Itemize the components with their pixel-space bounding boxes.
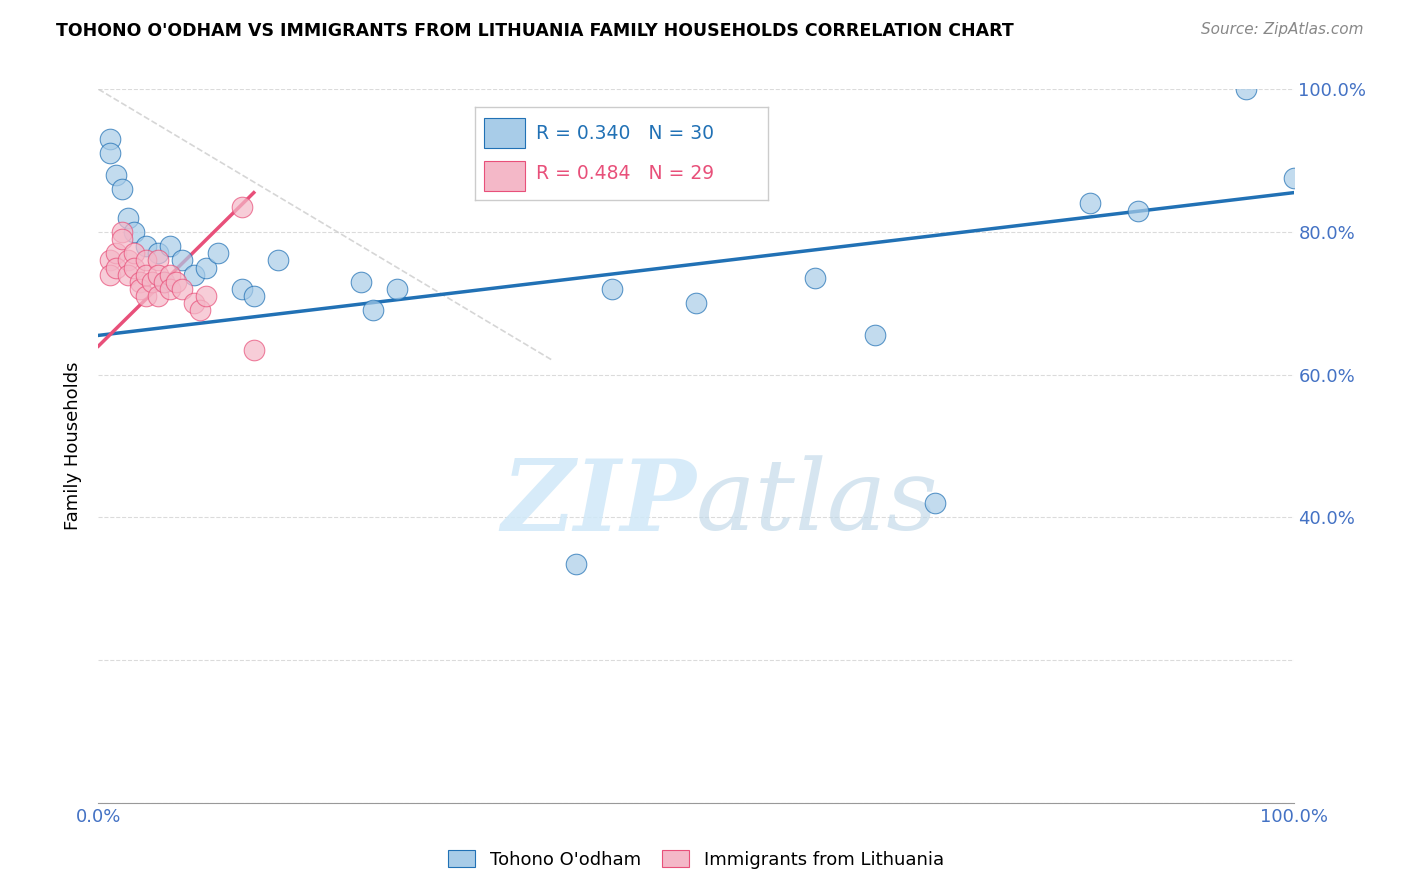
Point	[685, 296, 707, 310]
Point	[159, 239, 181, 253]
Point	[207, 246, 229, 260]
Point	[194, 289, 218, 303]
Point	[153, 275, 176, 289]
Point	[243, 343, 266, 357]
Point	[1282, 171, 1305, 186]
Point	[602, 282, 624, 296]
Y-axis label: Family Households: Family Households	[65, 362, 83, 530]
Point	[98, 132, 122, 146]
Text: TOHONO O'ODHAM VS IMMIGRANTS FROM LITHUANIA FAMILY HOUSEHOLDS CORRELATION CHART: TOHONO O'ODHAM VS IMMIGRANTS FROM LITHUA…	[56, 22, 1014, 40]
Point	[135, 239, 157, 253]
Point	[117, 211, 139, 225]
Point	[124, 260, 146, 275]
Point	[148, 289, 170, 303]
Point	[124, 246, 146, 260]
Point	[172, 282, 194, 296]
Point	[243, 289, 266, 303]
Point	[565, 557, 588, 571]
Point	[165, 275, 187, 289]
Point	[148, 253, 170, 268]
Point	[1234, 82, 1257, 96]
Point	[98, 253, 122, 268]
Point	[135, 289, 157, 303]
Point	[385, 282, 409, 296]
Point	[194, 260, 218, 275]
Point	[153, 275, 176, 289]
Point	[363, 303, 385, 318]
Point	[183, 296, 205, 310]
Point	[141, 275, 163, 289]
Point	[148, 268, 170, 282]
Point	[135, 268, 157, 282]
Text: ZIP: ZIP	[501, 455, 696, 551]
Point	[159, 282, 181, 296]
Point	[135, 253, 157, 268]
Point	[129, 282, 152, 296]
Point	[111, 225, 134, 239]
Point	[1128, 203, 1150, 218]
Point	[231, 200, 253, 214]
Point	[111, 182, 134, 196]
Point	[111, 232, 134, 246]
Point	[105, 260, 128, 275]
Text: atlas: atlas	[696, 456, 939, 550]
Point	[267, 253, 290, 268]
Point	[105, 168, 128, 182]
Point	[159, 268, 181, 282]
Point	[804, 271, 827, 285]
Point	[231, 282, 253, 296]
Point	[172, 253, 194, 268]
Point	[105, 246, 128, 260]
Legend: Tohono O'odham, Immigrants from Lithuania: Tohono O'odham, Immigrants from Lithuani…	[440, 843, 952, 876]
Point	[124, 225, 146, 239]
Point	[1080, 196, 1102, 211]
Point	[129, 275, 152, 289]
Point	[98, 146, 122, 161]
Point	[98, 268, 122, 282]
Point	[117, 253, 139, 268]
Point	[924, 496, 946, 510]
Point	[148, 246, 170, 260]
Point	[183, 268, 205, 282]
Text: Source: ZipAtlas.com: Source: ZipAtlas.com	[1201, 22, 1364, 37]
Point	[117, 268, 139, 282]
Point	[350, 275, 373, 289]
Point	[863, 328, 887, 343]
Point	[188, 303, 211, 318]
